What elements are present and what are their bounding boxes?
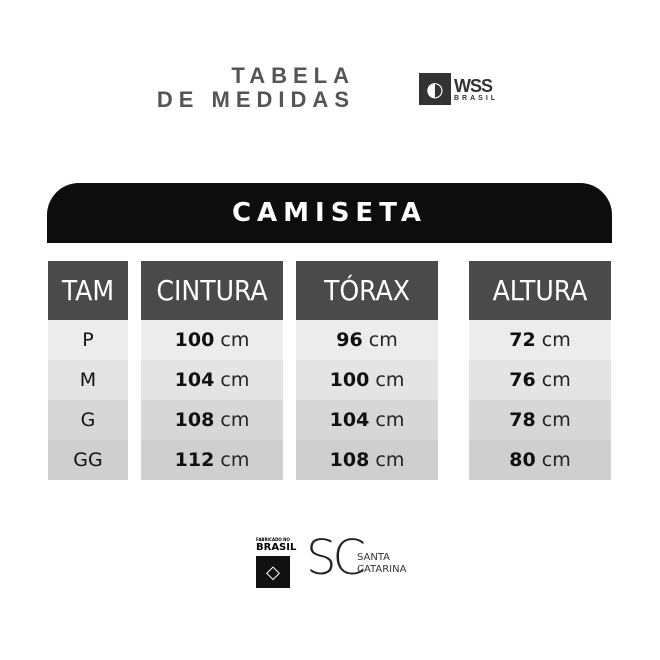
column-cintura: CINTURA 100 cm 104 cm 108 cm 112 cm [141,261,283,480]
product-banner: CAMISETA [47,183,612,243]
altura-cell: 80 cm [469,440,611,480]
brand-name: WSS [454,75,493,96]
wss-brasil-logo: ◐ WSS BRASIL [419,73,498,105]
cintura-cell: 100 cm [141,320,283,360]
altura-cell: 76 cm [469,360,611,400]
torax-cell: 100 cm [296,360,438,400]
title-line-1: TABELA [231,63,355,88]
title-line-2: DE MEDIDAS [156,87,355,112]
made-in-brasil-badge: FABRICADO NO BRASIL ◇ [256,537,296,588]
cintura-cell: 104 cm [141,360,283,400]
altura-cell: 72 cm [469,320,611,360]
column-tam: TAM P M G GG [48,261,128,480]
santa-catarina-label: SANTA CATARINA [357,552,407,575]
size-cell: P [48,320,128,360]
wave-icon: ◐ [419,73,451,105]
size-cell: M [48,360,128,400]
brazil-flag-icon: ◇ [256,556,290,588]
torax-cell: 104 cm [296,400,438,440]
header-torax: TÓRAX [296,261,438,320]
torax-cell: 108 cm [296,440,438,480]
cintura-cell: 108 cm [141,400,283,440]
size-cell: GG [48,440,128,480]
column-torax: TÓRAX 96 cm 100 cm 104 cm 108 cm [296,261,438,480]
cintura-cell: 112 cm [141,440,283,480]
column-altura: ALTURA 72 cm 76 cm 78 cm 80 cm [469,261,611,480]
size-cell: G [48,400,128,440]
header-tam: TAM [48,261,128,320]
altura-cell: 78 cm [469,400,611,440]
brand-sub: BRASIL [454,94,499,102]
header-cintura: CINTURA [141,261,283,320]
sc-logo: SC [306,530,366,586]
torax-cell: 96 cm [296,320,438,360]
header-altura: ALTURA [469,261,611,320]
